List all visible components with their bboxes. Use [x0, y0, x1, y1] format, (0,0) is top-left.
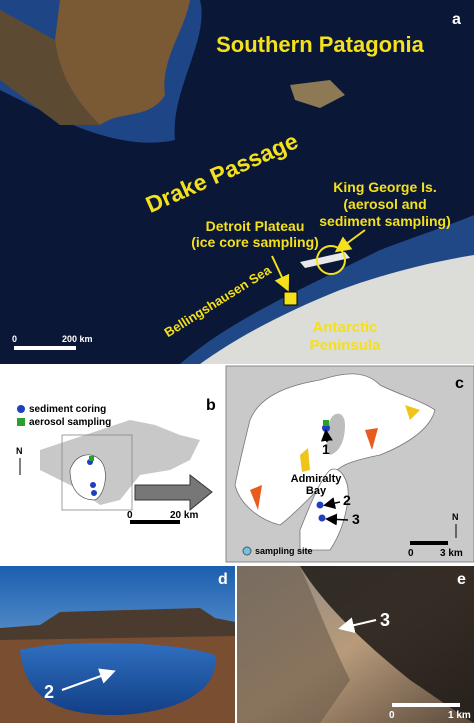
bay: [326, 413, 345, 455]
antarctic-peninsula: [200, 255, 474, 364]
scale-bar: [410, 541, 448, 545]
panel-c: 1 Admiralty Bay 2 3 sampling site N 0 3 …: [225, 365, 474, 563]
scale-label: 0: [389, 710, 395, 721]
north-label: N: [452, 512, 459, 522]
legend-label: sampling site: [255, 546, 313, 556]
photo-water: [300, 566, 474, 723]
admiralty-area: [69, 454, 106, 501]
place-label: King George Is.: [333, 179, 436, 195]
arrow: [320, 429, 333, 443]
panel-letter: e: [457, 571, 466, 588]
legend-marker: [17, 405, 25, 413]
panel-a: Southern Patagonia Drake Passage King Ge…: [0, 0, 474, 364]
glacier-front: [250, 485, 262, 510]
glacier-front: [405, 405, 420, 420]
glacier-front: [365, 428, 378, 450]
falklands: [290, 80, 345, 108]
arrow: [271, 255, 290, 292]
scale-label: 20 km: [170, 510, 198, 521]
patagonia-islands: [0, 10, 100, 125]
site-label: 3: [380, 610, 390, 630]
site-label: 3: [352, 511, 360, 527]
scale-label: 0: [408, 548, 414, 559]
glacier-front: [300, 448, 310, 472]
photo-land: [237, 566, 350, 723]
legend-marker: [17, 418, 25, 426]
zoom-arrow: [134, 473, 213, 512]
arrow: [325, 513, 349, 526]
coring-site: [91, 490, 97, 496]
region-label: Southern Patagonia: [216, 32, 425, 57]
place-label: sediment sampling): [319, 213, 450, 229]
coring-site: [318, 514, 326, 522]
bay-label: Bay: [306, 485, 327, 497]
legend-label: aerosol sampling: [29, 417, 111, 428]
photo-lake: [20, 643, 216, 716]
patagonia-land: [55, 0, 190, 125]
legend-label: sediment coring: [29, 404, 106, 415]
arrow: [334, 229, 366, 253]
king-george-island: [300, 252, 350, 268]
scale-bar: [392, 703, 460, 707]
site-square: [283, 291, 298, 306]
place-label: Peninsula: [310, 337, 382, 354]
arrow: [323, 497, 341, 509]
coring-site: [90, 482, 96, 488]
scale-bar: [14, 346, 76, 350]
panel-b: sediment coring aerosol sampling N 0 20 …: [0, 366, 226, 562]
panel-letter: d: [218, 571, 228, 588]
panel-letter: c: [455, 375, 464, 392]
panel-e: 3 0 1 km e: [237, 566, 474, 723]
aerosol-site: [89, 456, 94, 461]
site-label: 2: [44, 682, 54, 702]
coring-site: [316, 501, 324, 509]
arrow: [61, 668, 116, 691]
scale-label: 0: [12, 334, 17, 344]
place-label: (aerosol and: [343, 196, 426, 212]
north-label: N: [16, 446, 23, 456]
bay-label: Admiralty: [291, 473, 343, 485]
site-label: 1: [322, 441, 330, 457]
panel-letter: a: [452, 11, 461, 28]
place-label: (ice core sampling): [191, 234, 319, 250]
scale-label: 200 km: [62, 334, 93, 344]
scale-bar: [130, 520, 180, 524]
peninsula-area: [299, 468, 349, 551]
aerosol-site: [323, 420, 329, 426]
scale-label: 1 km: [448, 710, 471, 721]
scale-label: 0: [127, 510, 133, 521]
site-label: 2: [343, 492, 351, 508]
place-label: Detroit Plateau: [206, 218, 305, 234]
panel-d: 2 d: [0, 566, 235, 723]
inset-box: [61, 434, 133, 511]
legend-marker: [242, 546, 252, 556]
site-circle: [316, 245, 346, 275]
arrow: [338, 617, 377, 634]
panel-letter: b: [206, 397, 216, 414]
place-label: Antarctic: [312, 319, 377, 336]
scale-label: 3 km: [440, 548, 463, 559]
